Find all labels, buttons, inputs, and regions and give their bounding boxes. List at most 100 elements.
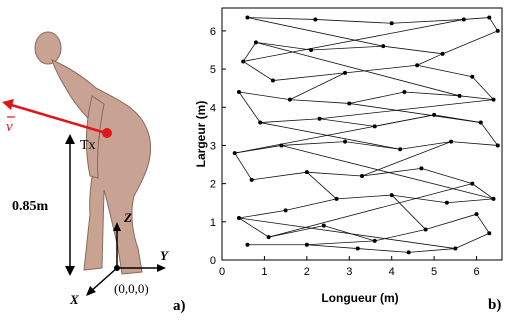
trajectory-point [423, 227, 428, 232]
trajectory-segment [357, 248, 409, 253]
trajectory-point [266, 235, 271, 240]
trajectory-point [343, 70, 348, 75]
panel-b-tag: b) [488, 297, 501, 313]
trajectory-point [461, 17, 466, 22]
trajectory-segment [268, 225, 324, 238]
trajectory-segment [255, 41, 460, 97]
trajectory-segment [238, 91, 261, 123]
trajectory-point [406, 250, 411, 255]
trajectory-point [398, 147, 403, 152]
trajectory-segment [315, 19, 392, 24]
trajectory-point [381, 44, 386, 49]
trajectory-segment [400, 141, 452, 150]
trajectory-point [470, 74, 475, 79]
height-arrow-top [65, 134, 75, 144]
trajectory-segment [349, 91, 405, 104]
x-tick-label: 2 [304, 266, 310, 278]
trajectory-point [245, 15, 250, 20]
trajectory-segment [416, 53, 443, 66]
panel-b: 0 1 2 3 4 5 6 0 1 2 3 4 5 6 Longueur (m) Largeur (m)… [194, 7, 503, 313]
trajectory-segment [404, 91, 460, 97]
trajectory-segment [281, 145, 494, 200]
trajectory-segment [476, 213, 490, 234]
trajectory-point [321, 223, 326, 228]
axis-x-line [89, 267, 118, 293]
axis-z-head [113, 222, 121, 231]
trajectory-point [304, 170, 309, 175]
plot-frame [221, 7, 503, 261]
trajectory-segment [238, 209, 286, 219]
trajectory-segment [451, 141, 498, 146]
axis-y-label: Y [160, 248, 169, 263]
trajectory-segment [285, 198, 337, 211]
velocity-vector [7, 102, 107, 135]
trajectory-segment [306, 244, 358, 249]
origin-label: (0,0,0) [114, 281, 149, 296]
trajectory-segment [446, 198, 494, 204]
trajectory-segment [319, 118, 375, 127]
trajectory-segment [238, 217, 456, 249]
trajectory-segment [289, 72, 346, 100]
x-tick-label: 0 [219, 266, 225, 278]
trajectory-segment [391, 194, 447, 204]
trajectory-segment [383, 45, 443, 55]
trajectory-point [313, 17, 318, 22]
trajectory-segment [421, 167, 473, 185]
trajectory-segment [251, 171, 307, 181]
trajectory-segment [306, 171, 363, 177]
trajectory-segment [242, 42, 257, 62]
trajectory-points [232, 15, 500, 255]
trajectory-segment [417, 64, 473, 78]
trajectory-point [474, 212, 479, 217]
trajectory-point [236, 216, 241, 220]
trajectory-point [432, 112, 437, 117]
trajectory-segment [243, 19, 464, 62]
trajectory-point [444, 200, 449, 205]
trajectory-segment [480, 122, 499, 146]
trajectory-point [360, 174, 364, 178]
trajectory-segment [289, 99, 350, 104]
trajectory-segment [391, 194, 426, 230]
trajectory-segment [455, 232, 490, 249]
trajectory-segment [238, 217, 269, 238]
trajectory-point [241, 59, 246, 64]
trajectory-point [372, 124, 377, 129]
trajectory-segment [260, 122, 401, 150]
trajectory-point [283, 208, 288, 213]
trajectory-point [449, 139, 454, 144]
axis-x-head [86, 286, 96, 296]
y-axis-ticks: 0 1 2 3 4 5 6 [210, 26, 226, 267]
velocity-label: v [6, 119, 13, 135]
trajectory-segment [425, 213, 477, 230]
trajectory-point [249, 177, 254, 182]
trajectory-point [304, 242, 309, 247]
x-tick-label: 6 [473, 266, 479, 278]
y-tick-label: 2 [210, 179, 216, 191]
trajectory-point [470, 181, 475, 186]
trajectory-point [440, 51, 445, 56]
trajectory-point [453, 246, 458, 251]
trajectory-point [478, 120, 483, 125]
trajectory-segment [408, 248, 456, 253]
trajectory-point [389, 193, 394, 198]
trajectory-segment [472, 183, 494, 200]
trajectory-point [355, 246, 360, 251]
x-tick-label: 1 [261, 266, 267, 278]
trajectory-segment [306, 240, 375, 246]
x-axis-label: Longueur (m) [321, 291, 398, 305]
height-arrow-bottom [65, 266, 75, 276]
axis-x-label: X [69, 292, 79, 307]
trajectory-segment [234, 152, 253, 181]
trajectory-segment [463, 17, 490, 20]
y-tick-label: 3 [210, 140, 216, 152]
trajectory-point [495, 28, 500, 33]
trajectory-segment [272, 72, 346, 81]
trajectory-point [334, 196, 339, 201]
trajectory-point [287, 97, 292, 102]
trajectory-segment [281, 141, 346, 146]
trajectory-segment [247, 17, 316, 20]
trajectory-point [347, 101, 352, 106]
trajectory-point [270, 78, 275, 83]
trajectory-segment [374, 229, 426, 242]
